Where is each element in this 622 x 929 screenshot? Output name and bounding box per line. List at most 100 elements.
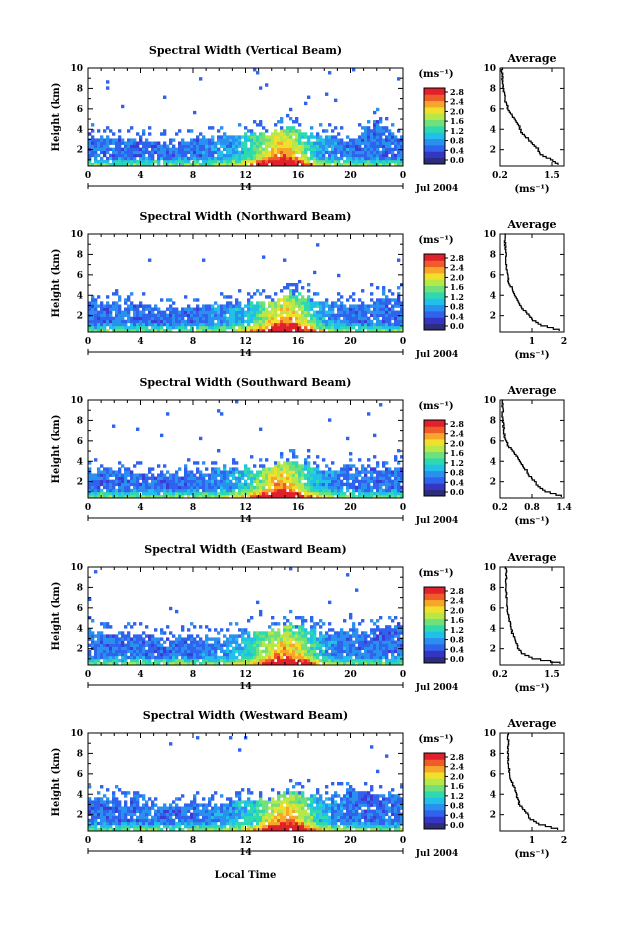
heatmap-cell (193, 298, 197, 302)
heatmap-cell (361, 491, 365, 496)
heatmap-cell (304, 307, 308, 311)
heatmap-cell (394, 643, 398, 647)
heatmap-cell (142, 141, 146, 145)
heatmap-cell (202, 150, 206, 155)
heatmap-cell (205, 313, 209, 318)
heatmap-cell (361, 162, 365, 167)
heatmap-cell (220, 649, 224, 654)
heatmap-cell (115, 319, 119, 324)
heatmap-cell (283, 464, 287, 468)
heatmap-cell (109, 313, 113, 318)
heatmap-cell (214, 476, 218, 480)
heatmap-cell (382, 301, 386, 305)
heatmap-cell (154, 147, 158, 152)
heatmap-cell (253, 479, 257, 484)
heatmap-cell (244, 649, 248, 654)
heatmap-cell (109, 488, 113, 493)
heatmap-cell (124, 313, 128, 318)
heatmap-cell (355, 138, 359, 142)
heatmap-cell (256, 328, 260, 333)
heatmap-cell (340, 322, 344, 327)
heatmap-cell (280, 452, 284, 456)
heatmap-cell (280, 455, 284, 459)
avg-x-tick-label: 0.2 (492, 171, 508, 181)
heatmap-cell (262, 658, 266, 663)
heatmap-cell (286, 144, 290, 148)
heatmap-cell (250, 646, 254, 651)
heatmap-cell (310, 628, 314, 632)
heatmap-cell (322, 649, 326, 654)
heatmap-cell (289, 464, 293, 468)
heatmap-cell (385, 138, 389, 142)
heatmap-cell (163, 156, 167, 161)
heatmap-cell (214, 147, 218, 152)
colorbar-segment (424, 637, 445, 645)
heatmap-cell (358, 316, 362, 321)
heatmap-title: Spectral Width (Northward Beam) (140, 210, 352, 223)
heatmap-cell (256, 600, 260, 605)
colorbar-segment (424, 260, 445, 268)
heatmap-cell (94, 150, 98, 155)
heatmap-cell (190, 144, 194, 148)
heatmap-cell (193, 655, 197, 660)
heatmap-cell (388, 159, 392, 164)
heatmap-cell (139, 655, 143, 660)
colorbar-segment (424, 439, 445, 446)
heatmap-cell (139, 316, 143, 321)
heatmap-cell (250, 147, 254, 152)
heatmap-cell (124, 310, 128, 314)
heatmap-cell (121, 153, 125, 158)
heatmap-cell (199, 156, 203, 161)
heatmap-cell (397, 310, 401, 314)
heatmap-cell (397, 325, 401, 330)
heatmap-cell (148, 476, 152, 480)
heatmap-cell (166, 147, 170, 152)
heatmap-cell (88, 467, 92, 471)
heatmap-cell (250, 162, 254, 167)
heatmap-cell (328, 325, 332, 330)
heatmap-cell (100, 313, 104, 318)
heatmap-cell (118, 658, 122, 663)
heatmap-cell (343, 316, 347, 321)
heatmap-cell (295, 129, 299, 133)
heatmap-cell (286, 646, 290, 651)
heatmap-cell (139, 637, 143, 641)
heatmap-cell (376, 298, 380, 302)
heatmap-cell (376, 286, 380, 290)
y-tick-label: 6 (77, 437, 83, 447)
heatmap-cell (214, 646, 218, 651)
heatmap-cell (280, 150, 284, 155)
heatmap-cell (187, 316, 191, 321)
heatmap-cell (178, 147, 182, 152)
heatmap-cell (307, 473, 311, 477)
heatmap-cell (382, 661, 386, 666)
heatmap-cell (145, 625, 149, 629)
heatmap-cell (169, 658, 173, 663)
heatmap-cell (223, 316, 227, 321)
heatmap-cell (151, 328, 155, 333)
colorbar-segment (424, 273, 445, 280)
heatmap-cell (289, 649, 293, 654)
heatmap-cell (232, 458, 236, 462)
heatmap-cell (295, 132, 299, 136)
heatmap-cell (238, 153, 242, 158)
heatmap-cell (175, 150, 179, 155)
heatmap-cell (388, 646, 392, 651)
heatmap-cell (115, 824, 119, 829)
heatmap-cell (199, 661, 203, 666)
heatmap-cell (400, 467, 404, 471)
heatmap-cell (202, 319, 206, 324)
heatmap-cell (148, 640, 152, 644)
heatmap-cell (103, 159, 107, 164)
heatmap-cell (112, 634, 116, 638)
heatmap-cell (172, 307, 176, 311)
heatmap-cell (166, 328, 170, 333)
heatmap-cell (292, 473, 296, 477)
heatmap-cell (397, 476, 401, 480)
heatmap-cell (88, 132, 92, 136)
heatmap-cell (178, 150, 182, 155)
heatmap-cell (271, 658, 275, 663)
heatmap-cell (184, 488, 188, 493)
heatmap-cell (238, 301, 242, 305)
colorbar-tick-label: 0.8 (450, 302, 464, 312)
